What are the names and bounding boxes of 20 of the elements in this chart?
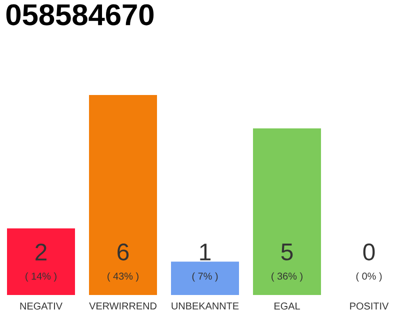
data-label: 1 — [200, 244, 210, 260]
annotation: ( 14% ) — [26, 272, 56, 282]
x-tick-label: UNBEKANNTE — [172, 302, 239, 310]
x-tick-label: NEGATIV — [20, 302, 62, 310]
data-label: 2 — [36, 244, 46, 260]
bar — [171, 262, 240, 295]
annotation: ( 36% ) — [272, 272, 302, 282]
annotation: ( 43% ) — [108, 272, 138, 282]
chart-title: 058584670 — [6, 4, 154, 26]
bar — [7, 228, 75, 295]
annotation: ( 0% ) — [356, 272, 382, 282]
bar — [253, 128, 322, 295]
x-tick-label: VERWIRREND — [89, 302, 156, 310]
bar — [89, 95, 157, 295]
data-label: 0 — [363, 244, 375, 260]
annotation: ( 7% ) — [192, 272, 218, 282]
x-tick-label: EGAL — [274, 302, 300, 310]
data-label: 6 — [118, 244, 129, 260]
data-label: 5 — [281, 244, 293, 260]
x-tick-label: POSITIV — [350, 302, 389, 310]
